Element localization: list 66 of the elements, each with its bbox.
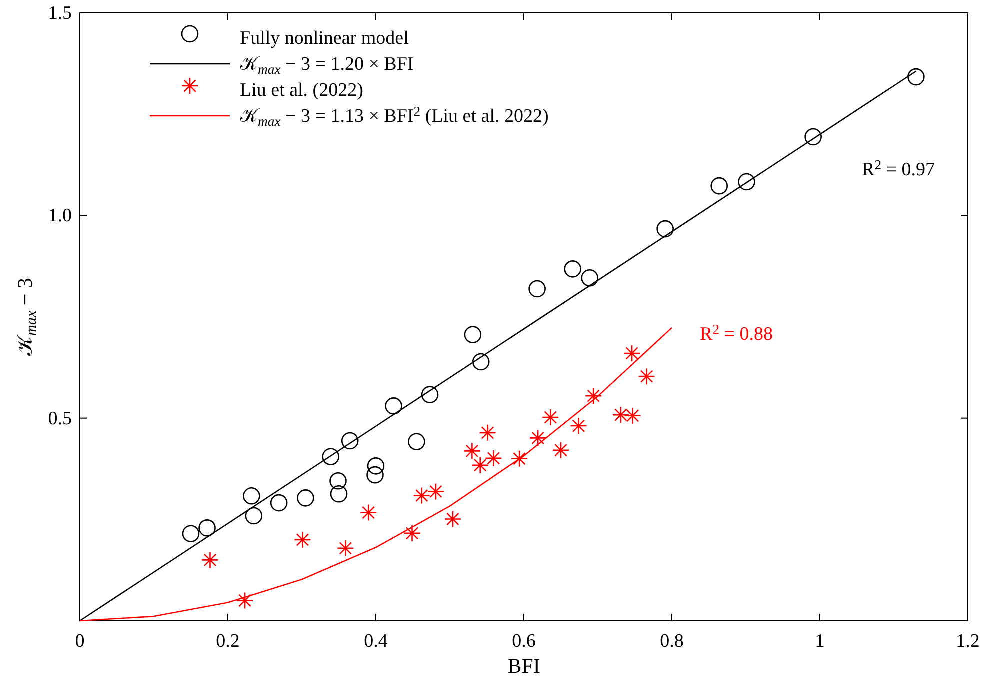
point	[202, 552, 219, 569]
annotation: R$^{2}$ = 0.97	[862, 158, 935, 180]
point	[529, 430, 547, 447]
x-tick-label: 0.2	[216, 631, 240, 652]
point	[245, 507, 263, 525]
point	[330, 485, 348, 503]
point	[337, 540, 354, 558]
point	[330, 472, 347, 490]
point	[464, 442, 481, 460]
point	[584, 387, 602, 405]
x-tick-label: 1	[815, 631, 825, 652]
point	[243, 488, 260, 505]
point	[297, 490, 314, 507]
x-tick-label: 0.8	[660, 631, 684, 652]
point	[322, 448, 340, 466]
point	[612, 406, 630, 424]
point	[427, 483, 445, 500]
point	[444, 510, 462, 528]
point	[656, 220, 674, 238]
x-tick-label: 1.2	[956, 631, 980, 652]
annotation: R$^{2}$ = 0.88	[700, 322, 773, 345]
x-tick-label: 0.4	[364, 631, 388, 652]
point	[528, 280, 546, 298]
y-tick-label: 1.0	[48, 206, 72, 227]
legend-label: 𝒦$_{max}$ − 3 = 1.13 × BFI$^{2}$ (Liu et al. 2022)	[240, 104, 549, 128]
point	[294, 531, 312, 549]
y-tick-label: 1.5	[48, 3, 72, 24]
point	[472, 353, 490, 371]
line-series	[79, 327, 673, 622]
point	[738, 173, 756, 191]
point	[624, 407, 642, 425]
x-tick-label: 0	[75, 631, 85, 652]
y-tick-label: 0.5	[48, 408, 72, 430]
point	[564, 260, 582, 278]
point	[638, 368, 656, 386]
point	[270, 494, 288, 512]
point	[623, 344, 641, 362]
x-tick-label: 0.6	[512, 631, 536, 652]
point	[485, 450, 502, 468]
point	[413, 487, 431, 504]
point	[581, 269, 599, 287]
point	[908, 68, 925, 86]
point	[341, 432, 359, 450]
point	[570, 417, 588, 435]
point	[408, 433, 426, 450]
point	[360, 504, 378, 522]
legend-label: Fully nonlinear model	[240, 28, 409, 49]
point	[710, 177, 728, 195]
legend-label: 𝒦$_{max}$ − 3 = 1.20 × BFI	[240, 54, 414, 76]
legend-label: Liu et al. (2022)	[240, 80, 364, 101]
point	[182, 525, 200, 543]
point	[510, 450, 528, 468]
point	[385, 398, 402, 415]
point	[479, 424, 496, 442]
point	[367, 458, 385, 475]
point	[236, 592, 254, 610]
point	[472, 456, 489, 474]
point	[404, 524, 421, 542]
point	[542, 408, 560, 426]
point	[464, 326, 482, 344]
point	[366, 466, 384, 484]
x-axis-title: BFI	[508, 654, 540, 678]
point	[198, 520, 216, 537]
point	[804, 128, 822, 146]
point	[421, 386, 439, 404]
point	[552, 442, 570, 460]
